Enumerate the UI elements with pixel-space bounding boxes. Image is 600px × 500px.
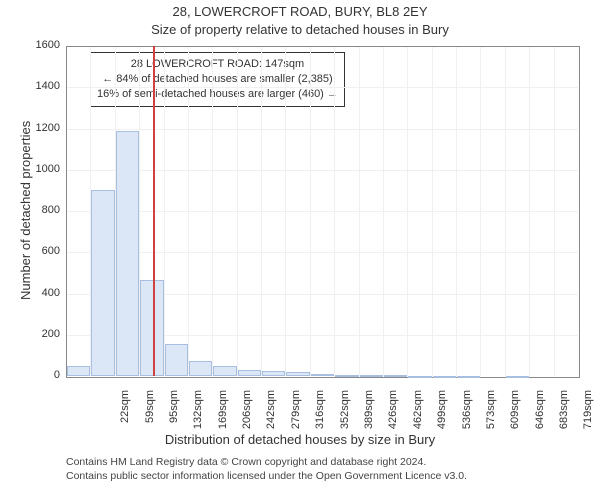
x-tick-label: 536sqm	[461, 390, 473, 440]
histogram-bar	[457, 376, 480, 378]
gridline-v	[188, 47, 189, 376]
x-tick-label: 389sqm	[363, 390, 375, 440]
histogram-bar	[238, 370, 261, 376]
x-tick-label: 22sqm	[119, 390, 131, 440]
gridline-v	[310, 47, 311, 376]
y-tick-label: 0	[54, 369, 60, 381]
histogram-bar	[433, 376, 456, 378]
histogram-bar	[311, 374, 334, 376]
histogram-bar	[360, 375, 383, 377]
annotation-line2: ← 84% of detached houses are smaller (2,…	[97, 72, 338, 87]
gridline-v	[285, 47, 286, 376]
histogram-bar	[140, 280, 163, 376]
y-tick-label: 1400	[36, 80, 60, 92]
y-tick-label: 800	[42, 204, 60, 216]
annotation-line1: 28 LOWERCROFT ROAD: 147sqm	[97, 57, 338, 72]
gridline-v	[554, 47, 555, 376]
x-tick-label: 242sqm	[265, 390, 277, 440]
gridline-v	[480, 47, 481, 376]
histogram-bar	[408, 376, 431, 378]
x-tick-label: 95sqm	[168, 390, 180, 440]
gridline-v	[383, 47, 384, 376]
x-tick-label: 352sqm	[339, 390, 351, 440]
y-tick-label: 1000	[36, 163, 60, 175]
footer-line2: Contains public sector information licen…	[66, 470, 467, 484]
x-tick-label: 279sqm	[290, 390, 302, 440]
y-tick-label: 1200	[36, 122, 60, 134]
x-tick-label: 426sqm	[387, 390, 399, 440]
y-tick-label: 200	[42, 328, 60, 340]
marker-line	[153, 46, 155, 376]
x-tick-label: 573sqm	[485, 390, 497, 440]
histogram-bar	[384, 375, 407, 377]
x-tick-label: 646sqm	[534, 390, 546, 440]
x-tick-label: 499sqm	[436, 390, 448, 440]
gridline-v	[432, 47, 433, 376]
annotation-line3: 16% of semi-detached houses are larger (…	[97, 87, 338, 102]
y-tick-label: 400	[42, 287, 60, 299]
x-tick-label: 609sqm	[509, 390, 521, 440]
y-tick-label: 1600	[36, 39, 60, 51]
histogram-bar	[506, 376, 529, 378]
x-tick-label: 316sqm	[314, 390, 326, 440]
gridline-h	[67, 129, 578, 130]
x-tick-label: 462sqm	[412, 390, 424, 440]
histogram-bar	[213, 366, 236, 376]
x-tick-label: 132sqm	[192, 390, 204, 440]
gridline-v	[334, 47, 335, 376]
page-title-line2: Size of property relative to detached ho…	[0, 22, 600, 37]
histogram-bar	[165, 344, 188, 376]
gridline-h	[67, 252, 578, 253]
gridline-v	[407, 47, 408, 376]
gridline-h	[67, 211, 578, 212]
x-tick-label: 206sqm	[241, 390, 253, 440]
gridline-h	[67, 87, 578, 88]
gridline-v	[237, 47, 238, 376]
gridline-v	[164, 47, 165, 376]
footer-attribution: Contains HM Land Registry data © Crown c…	[66, 456, 467, 483]
histogram-bar	[189, 361, 212, 376]
footer-line1: Contains HM Land Registry data © Crown c…	[66, 456, 467, 470]
histogram-bar	[262, 371, 285, 376]
histogram-bar	[91, 190, 114, 376]
y-tick-label: 600	[42, 245, 60, 257]
gridline-v	[359, 47, 360, 376]
histogram-bar	[116, 131, 139, 376]
histogram-bar	[286, 372, 309, 376]
histogram-bar	[335, 375, 358, 377]
gridline-v	[456, 47, 457, 376]
histogram-bar	[67, 366, 90, 376]
y-axis-label: Number of detached properties	[18, 121, 33, 300]
gridline-v	[212, 47, 213, 376]
x-tick-label: 59sqm	[144, 390, 156, 440]
annotation-box: 28 LOWERCROFT ROAD: 147sqm ← 84% of deta…	[90, 52, 345, 107]
gridline-v	[529, 47, 530, 376]
gridline-v	[505, 47, 506, 376]
page-title-line1: 28, LOWERCROFT ROAD, BURY, BL8 2EY	[0, 4, 600, 19]
x-tick-label: 719sqm	[582, 390, 594, 440]
x-tick-label: 169sqm	[217, 390, 229, 440]
gridline-h	[67, 170, 578, 171]
x-tick-label: 683sqm	[558, 390, 570, 440]
gridline-v	[261, 47, 262, 376]
